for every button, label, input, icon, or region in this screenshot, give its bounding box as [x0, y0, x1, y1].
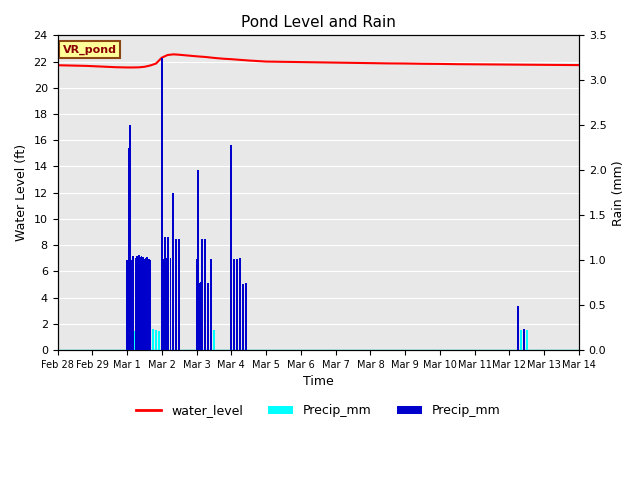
- X-axis label: Time: Time: [303, 375, 333, 388]
- Bar: [210, 331, 212, 350]
- Bar: [141, 329, 143, 350]
- Bar: [239, 330, 241, 350]
- Bar: [127, 148, 129, 350]
- Bar: [523, 331, 525, 350]
- Bar: [230, 329, 232, 350]
- Bar: [165, 258, 167, 350]
- Bar: [143, 259, 145, 350]
- Bar: [129, 125, 131, 350]
- Bar: [198, 283, 200, 350]
- Bar: [161, 327, 163, 350]
- Bar: [135, 329, 137, 350]
- Bar: [127, 328, 129, 350]
- Bar: [175, 239, 177, 350]
- Bar: [132, 330, 134, 350]
- Bar: [234, 259, 235, 350]
- Bar: [126, 330, 128, 350]
- Bar: [136, 256, 138, 350]
- Bar: [166, 330, 168, 350]
- Bar: [129, 327, 131, 350]
- Bar: [166, 237, 168, 350]
- Bar: [147, 331, 148, 350]
- Bar: [172, 192, 174, 350]
- Bar: [196, 259, 198, 350]
- Bar: [179, 239, 180, 350]
- Bar: [179, 331, 180, 350]
- Bar: [164, 329, 166, 350]
- Bar: [197, 170, 199, 350]
- Bar: [163, 259, 164, 350]
- Bar: [242, 331, 244, 350]
- Bar: [164, 237, 166, 350]
- Text: VR_pond: VR_pond: [63, 45, 116, 55]
- Bar: [198, 326, 200, 350]
- Bar: [149, 330, 151, 350]
- Bar: [172, 328, 174, 350]
- Bar: [141, 256, 143, 350]
- Bar: [245, 283, 247, 350]
- Bar: [126, 260, 128, 350]
- Bar: [139, 256, 141, 350]
- Bar: [142, 257, 144, 350]
- Bar: [170, 258, 172, 350]
- Y-axis label: Rain (mm): Rain (mm): [612, 160, 625, 226]
- Bar: [234, 330, 235, 350]
- Bar: [196, 330, 198, 350]
- Bar: [526, 330, 528, 350]
- Bar: [207, 329, 209, 350]
- Bar: [149, 260, 151, 350]
- Bar: [147, 257, 148, 350]
- Bar: [204, 331, 206, 350]
- Bar: [138, 255, 140, 350]
- Bar: [138, 328, 140, 350]
- Bar: [239, 258, 241, 350]
- Bar: [143, 330, 145, 350]
- Title: Pond Level and Rain: Pond Level and Rain: [241, 15, 396, 30]
- Bar: [161, 58, 163, 350]
- Bar: [152, 329, 154, 350]
- Bar: [202, 239, 204, 350]
- Legend: water_level, Precip_mm, Precip_mm: water_level, Precip_mm, Precip_mm: [131, 399, 506, 422]
- Bar: [135, 258, 137, 350]
- Bar: [517, 306, 519, 350]
- Bar: [131, 330, 132, 350]
- Bar: [236, 259, 238, 350]
- Bar: [175, 330, 177, 350]
- Bar: [155, 330, 157, 350]
- Bar: [133, 331, 135, 350]
- Bar: [148, 259, 150, 350]
- Bar: [213, 330, 215, 350]
- Bar: [131, 260, 132, 350]
- Bar: [132, 256, 134, 350]
- Y-axis label: Water Level (ft): Water Level (ft): [15, 144, 28, 241]
- Bar: [200, 282, 202, 350]
- Bar: [230, 145, 232, 350]
- Bar: [517, 347, 519, 350]
- Bar: [242, 284, 244, 350]
- Bar: [207, 283, 209, 350]
- Bar: [204, 239, 206, 350]
- Bar: [210, 259, 212, 350]
- Bar: [170, 331, 172, 350]
- Bar: [236, 331, 238, 350]
- Bar: [202, 327, 204, 350]
- Bar: [158, 331, 160, 350]
- Bar: [145, 258, 147, 350]
- Bar: [523, 329, 525, 350]
- Bar: [520, 330, 522, 350]
